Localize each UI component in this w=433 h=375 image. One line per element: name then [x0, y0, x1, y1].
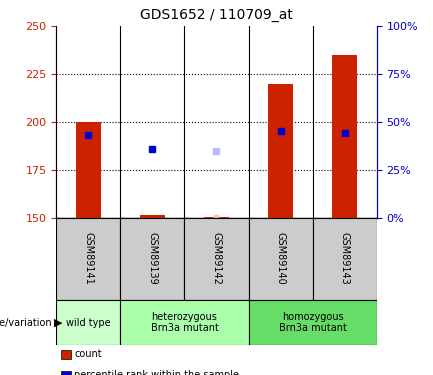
- Bar: [56, 300, 120, 345]
- Text: wild type: wild type: [66, 318, 111, 327]
- Bar: [120, 217, 184, 300]
- Text: GSM89139: GSM89139: [147, 232, 158, 285]
- Text: genotype/variation: genotype/variation: [0, 318, 52, 327]
- Bar: [75, 122, 101, 218]
- Text: GSM89142: GSM89142: [211, 232, 222, 285]
- Bar: [56, 217, 120, 300]
- Bar: [139, 214, 165, 217]
- Bar: [249, 217, 313, 300]
- Bar: [332, 55, 358, 217]
- Text: count: count: [74, 350, 102, 359]
- Title: GDS1652 / 110709_at: GDS1652 / 110709_at: [140, 9, 293, 22]
- Text: percentile rank within the sample: percentile rank within the sample: [74, 370, 239, 375]
- Bar: [120, 300, 249, 345]
- Bar: [249, 300, 377, 345]
- Text: homozygous
Brn3a mutant: homozygous Brn3a mutant: [279, 312, 346, 333]
- Text: heterozygous
Brn3a mutant: heterozygous Brn3a mutant: [151, 312, 218, 333]
- Text: ▶: ▶: [54, 318, 63, 327]
- Text: GSM89143: GSM89143: [339, 232, 350, 285]
- Text: GSM89141: GSM89141: [83, 232, 94, 285]
- Bar: [184, 217, 249, 300]
- Bar: [204, 216, 229, 217]
- Text: GSM89140: GSM89140: [275, 232, 286, 285]
- Bar: [268, 84, 294, 218]
- Bar: [313, 217, 377, 300]
